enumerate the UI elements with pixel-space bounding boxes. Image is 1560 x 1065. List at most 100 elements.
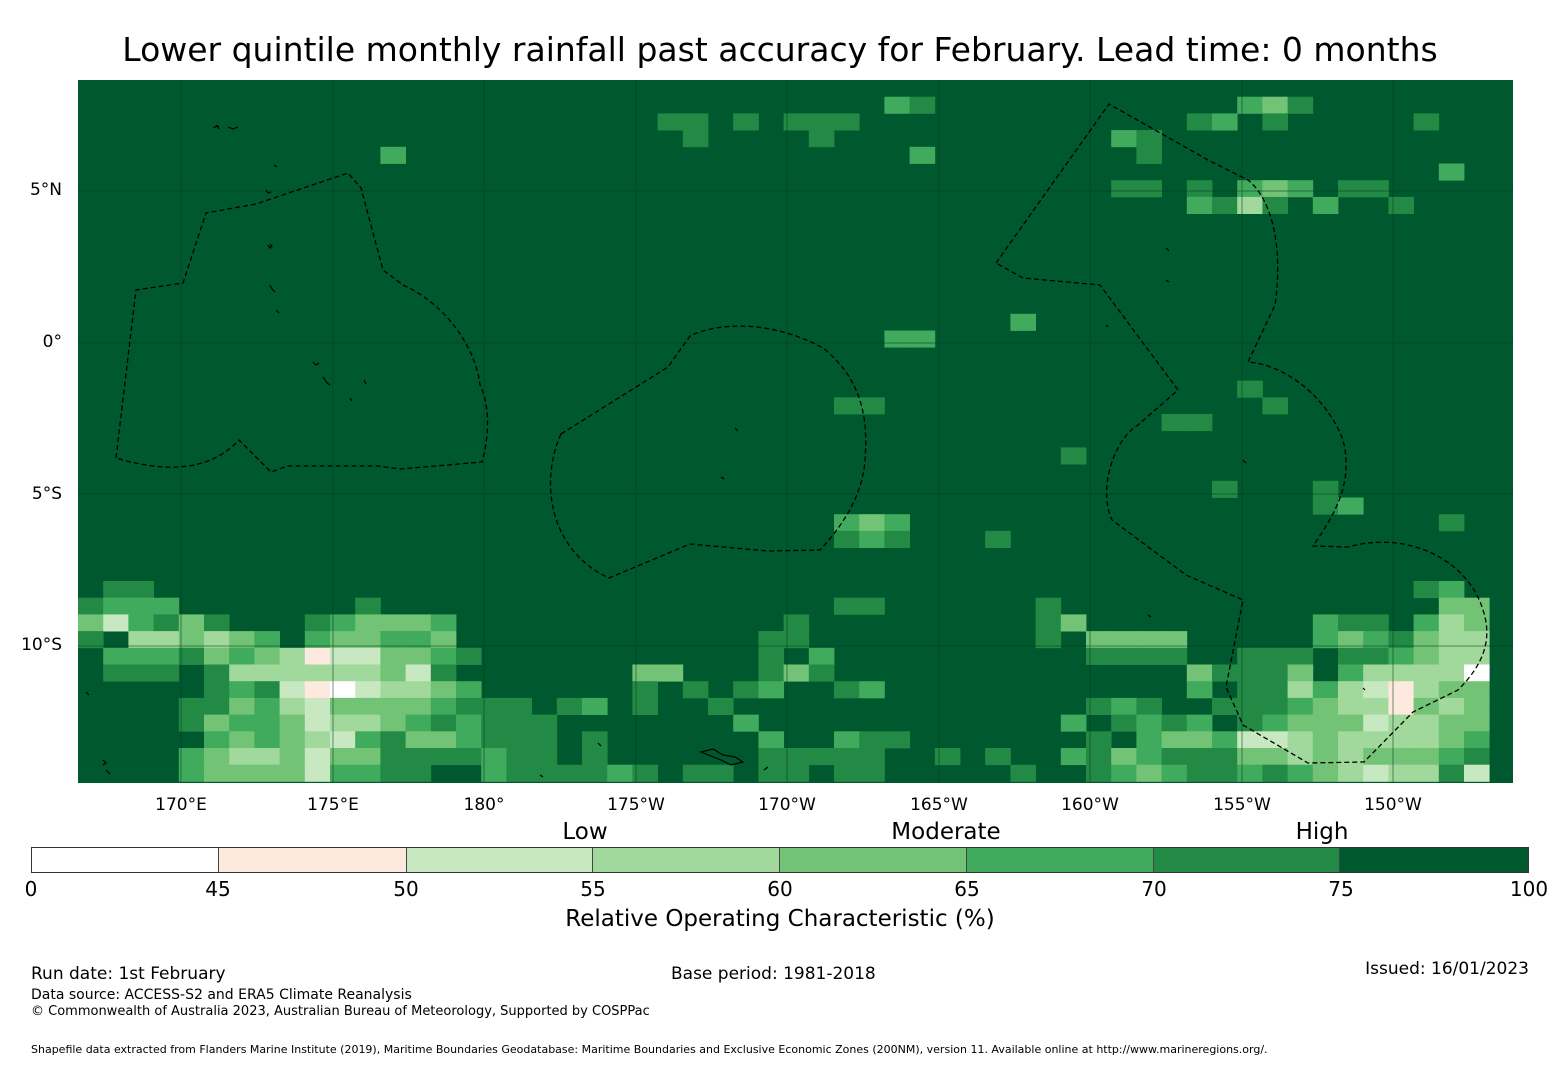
accuracy-cell	[1312, 497, 1339, 515]
accuracy-cell	[884, 731, 910, 749]
accuracy-cell	[254, 714, 280, 732]
accuracy-cell	[1438, 681, 1465, 699]
accuracy-cell	[304, 731, 331, 749]
accuracy-cell	[204, 697, 230, 715]
accuracy-cell	[1413, 731, 1440, 749]
accuracy-cell	[103, 664, 129, 682]
accuracy-cell	[1438, 163, 1465, 181]
accuracy-cell	[405, 714, 432, 732]
accuracy-cell	[758, 731, 784, 749]
accuracy-cell	[380, 697, 406, 715]
accuracy-cell	[682, 681, 709, 699]
colorbar-segment	[218, 848, 407, 872]
accuracy-cell	[1338, 180, 1364, 198]
accuracy-cell	[1237, 681, 1263, 699]
accuracy-cell	[78, 597, 104, 615]
accuracy-cell	[783, 664, 810, 682]
accuracy-cell	[1212, 196, 1238, 214]
accuracy-cell	[229, 748, 255, 766]
accuracy-cell	[304, 681, 331, 699]
accuracy-cell	[330, 764, 356, 782]
accuracy-cell	[859, 731, 885, 749]
accuracy-cell	[1413, 614, 1440, 632]
lat-label-10s: 10°S	[21, 635, 62, 655]
accuracy-cell	[1287, 731, 1314, 749]
accuracy-cell	[1010, 764, 1036, 782]
accuracy-cell	[1237, 96, 1263, 114]
accuracy-cell	[834, 597, 860, 615]
accuracy-cell	[1136, 714, 1162, 732]
accuracy-cell	[1086, 697, 1112, 715]
accuracy-cell	[808, 113, 835, 131]
accuracy-cell	[279, 714, 306, 732]
accuracy-cell	[783, 113, 810, 131]
accuracy-cell	[1212, 748, 1238, 766]
accuracy-cell	[204, 731, 230, 749]
accuracy-cell	[1363, 631, 1389, 649]
accuracy-cell	[1438, 597, 1465, 615]
accuracy-cell	[758, 664, 784, 682]
accuracy-cell	[1262, 180, 1288, 198]
accuracy-cell	[1010, 313, 1036, 331]
accuracy-cell	[1464, 681, 1490, 699]
accuracy-cell	[1237, 380, 1263, 398]
eez-boundary-kiribati-gilbert	[115, 172, 489, 473]
accuracy-cell	[556, 764, 583, 782]
accuracy-cell	[1136, 180, 1162, 198]
accuracy-cell	[909, 146, 936, 164]
accuracy-cell	[1464, 714, 1490, 732]
accuracy-cell	[1161, 631, 1188, 649]
accuracy-cell	[128, 581, 154, 599]
accuracy-cell	[808, 647, 835, 665]
accuracy-cell	[330, 647, 356, 665]
legend-category-moderate: Moderate	[891, 819, 1001, 845]
map-area[interactable]	[78, 80, 1513, 783]
accuracy-cell	[103, 647, 129, 665]
lon-label-150w: 150°W	[1364, 795, 1422, 815]
accuracy-cell	[380, 631, 406, 649]
accuracy-cell	[1413, 748, 1440, 766]
accuracy-cell	[1262, 764, 1288, 782]
accuracy-cell	[254, 631, 280, 649]
colorbar-tick-100: 100	[1509, 877, 1549, 901]
accuracy-cell	[430, 731, 457, 749]
accuracy-cell	[103, 614, 129, 632]
accuracy-cell	[1161, 714, 1188, 732]
accuracy-cell	[884, 96, 910, 114]
shapefile-credit: Shapefile data extracted from Flanders M…	[31, 1043, 1268, 1056]
accuracy-cell	[380, 731, 406, 749]
accuracy-cell	[1086, 647, 1112, 665]
accuracy-cell	[304, 647, 331, 665]
accuracy-cell	[1312, 196, 1339, 214]
accuracy-cell	[229, 681, 255, 699]
accuracy-cell	[884, 330, 910, 348]
accuracy-cell	[1111, 647, 1137, 665]
accuracy-cell	[506, 731, 532, 749]
accuracy-cell	[1413, 631, 1440, 649]
accuracy-cell	[808, 664, 835, 682]
accuracy-cell	[128, 597, 154, 615]
accuracy-cell	[380, 146, 406, 164]
accuracy-cell	[758, 764, 784, 782]
accuracy-cell	[153, 614, 180, 632]
accuracy-cell	[556, 697, 583, 715]
accuracy-cell	[78, 631, 104, 649]
colorbar-tick-55: 55	[580, 877, 606, 901]
accuracy-cell	[330, 614, 356, 632]
accuracy-cell	[330, 714, 356, 732]
accuracy-cell	[1464, 764, 1490, 782]
accuracy-cell	[1060, 614, 1087, 632]
accuracy-cell	[582, 748, 608, 766]
accuracy-cell	[1438, 631, 1465, 649]
accuracy-cell	[254, 697, 280, 715]
colorbar-tick-0: 0	[24, 877, 38, 901]
accuracy-cell	[229, 764, 255, 782]
island-coastlines	[85, 124, 1366, 778]
accuracy-cell	[582, 764, 608, 782]
accuracy-cell	[153, 647, 180, 665]
accuracy-cell	[355, 697, 381, 715]
accuracy-cell	[1212, 697, 1238, 715]
accuracy-cell	[229, 714, 255, 732]
accuracy-cell	[481, 731, 507, 749]
accuracy-cell	[1287, 681, 1314, 699]
